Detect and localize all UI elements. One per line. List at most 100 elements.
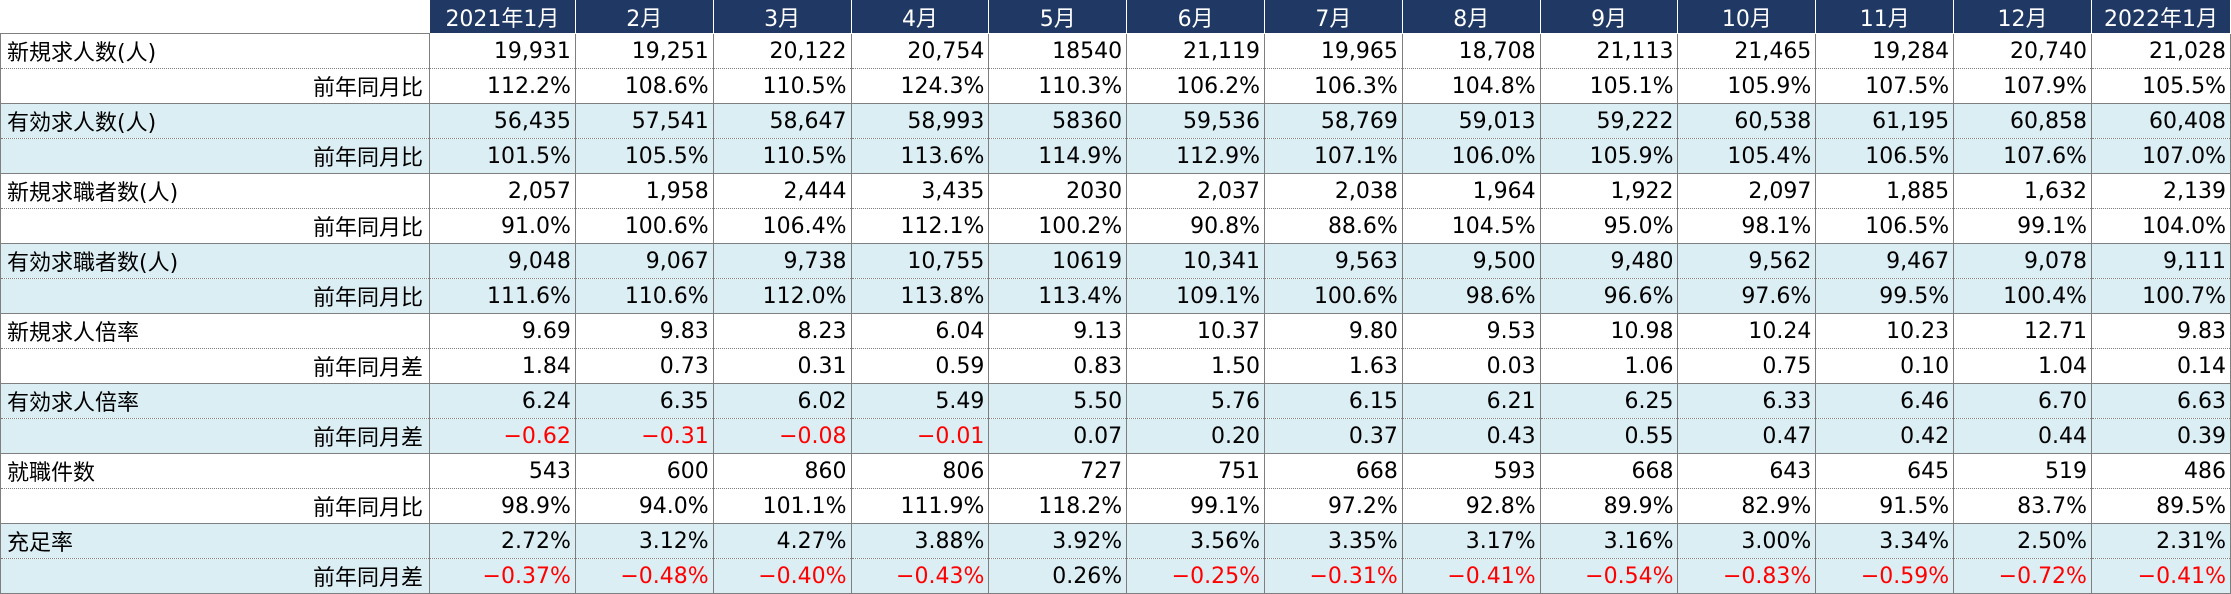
table-row-change: 前年同月比 101.5% 105.5% 110.5% 113.6% 114.9% 112.9… — [0, 138, 2231, 174]
table-cell: −0.08 — [713, 418, 852, 454]
table-cell: −0.37% — [429, 558, 576, 594]
table-cell: 91.0% — [429, 208, 576, 244]
table-cell: 806 — [851, 453, 990, 489]
table-cell: 91.5% — [1815, 488, 1955, 524]
table-cell: 110.3% — [988, 68, 1128, 104]
table-cell: 100.6% — [575, 208, 714, 244]
table-cell: 2030 — [988, 173, 1128, 209]
table-cell: 107.0% — [2091, 138, 2231, 174]
table-cell: 58360 — [988, 103, 1128, 139]
column-header: 11月 — [1815, 0, 1955, 34]
table-cell: 3.12% — [575, 523, 714, 559]
table-cell: 9.69 — [429, 313, 576, 349]
table-row-metric: 就職件数 543 600 860 806 727 751 668 593 668 643 645 519… — [0, 453, 2231, 489]
table-cell: −0.72% — [1953, 558, 2092, 594]
table-cell: 5.76 — [1126, 383, 1265, 419]
table-cell: −0.62 — [429, 418, 576, 454]
table-cell: 112.9% — [1126, 138, 1265, 174]
table-cell: 4.27% — [713, 523, 852, 559]
table-cell: 0.55 — [1540, 418, 1679, 454]
table-cell: −0.25% — [1126, 558, 1265, 594]
table-cell: 6.46 — [1815, 383, 1955, 419]
table-cell: 59,013 — [1402, 103, 1541, 139]
table-cell: 110.5% — [713, 138, 852, 174]
table-cell: 0.42 — [1815, 418, 1955, 454]
table-cell: 112.2% — [429, 68, 576, 104]
table-cell: 100.7% — [2091, 278, 2231, 314]
table-cell: 1.04 — [1953, 348, 2092, 384]
table-cell: 20,740 — [1953, 33, 2092, 69]
table-cell: 0.10 — [1815, 348, 1955, 384]
table-cell: 108.6% — [575, 68, 714, 104]
table-row-metric: 新規求職者数(人) 2,057 1,958 2,444 3,435 2030 2,037 2,… — [0, 173, 2231, 209]
header-row: 2021年1月 2月 3月 4月 5月 6月 7月 8月 9月 10月 11月 12月 2022年1月 — [0, 0, 2231, 34]
table-row-metric: 新規求人数(人) 19,931 19,251 20,122 20,754 18540 21,… — [0, 33, 2231, 69]
table-cell: 1,922 — [1540, 173, 1679, 209]
table-cell: 9.13 — [988, 313, 1128, 349]
row-label: 有効求職者数(人) — [0, 243, 430, 279]
table-cell: 100.4% — [1953, 278, 2092, 314]
table-cell: 89.5% — [2091, 488, 2231, 524]
table-cell: 519 — [1953, 453, 2092, 489]
row-sublabel: 前年同月比 — [0, 488, 430, 524]
row-label: 有効求人倍率 — [0, 383, 430, 419]
row-label: 就職件数 — [0, 453, 430, 489]
table-cell: 112.1% — [851, 208, 990, 244]
table-cell: −0.48% — [575, 558, 714, 594]
table-cell: 9,738 — [713, 243, 852, 279]
table-cell: 58,993 — [851, 103, 990, 139]
table-cell: 1,885 — [1815, 173, 1955, 209]
table-cell: 59,536 — [1126, 103, 1265, 139]
table-cell: 9,067 — [575, 243, 714, 279]
table-cell: 2.50% — [1953, 523, 2092, 559]
table-cell: 107.5% — [1815, 68, 1955, 104]
table-cell: 3.56% — [1126, 523, 1265, 559]
table-cell: 96.6% — [1540, 278, 1679, 314]
table-cell: 98.9% — [429, 488, 576, 524]
table-cell: 58,647 — [713, 103, 852, 139]
table-cell: 2,444 — [713, 173, 852, 209]
table-cell: 110.6% — [575, 278, 714, 314]
table-cell: 99.1% — [1126, 488, 1265, 524]
row-sublabel: 前年同月比 — [0, 68, 430, 104]
table-cell: 6.04 — [851, 313, 990, 349]
table-cell: 5.49 — [851, 383, 990, 419]
table-cell: 3.34% — [1815, 523, 1955, 559]
table-cell: 6.70 — [1953, 383, 2092, 419]
table-cell: 9,500 — [1402, 243, 1541, 279]
table-cell: 21,113 — [1540, 33, 1679, 69]
table-cell: 9.53 — [1402, 313, 1541, 349]
table-cell: 104.8% — [1402, 68, 1541, 104]
table-cell: 1,958 — [575, 173, 714, 209]
table-cell: 9,563 — [1264, 243, 1403, 279]
table-cell: 6.35 — [575, 383, 714, 419]
table-cell: 3.17% — [1402, 523, 1541, 559]
table-cell: 0.37 — [1264, 418, 1403, 454]
table-cell: 2,037 — [1126, 173, 1265, 209]
table-cell: 10.37 — [1126, 313, 1265, 349]
column-header: 3月 — [712, 0, 852, 34]
table-cell: 97.6% — [1677, 278, 1817, 314]
table-cell: 0.73 — [575, 348, 714, 384]
row-label: 有効求人数(人) — [0, 103, 430, 139]
table-cell: 0.75 — [1677, 348, 1817, 384]
table-cell: 19,965 — [1264, 33, 1403, 69]
table-cell: 19,931 — [429, 33, 576, 69]
table-cell: 5.50 — [988, 383, 1128, 419]
table-cell: 106.0% — [1402, 138, 1541, 174]
table-cell: 60,408 — [2091, 103, 2231, 139]
table-cell: 3.88% — [851, 523, 990, 559]
row-sublabel: 前年同月比 — [0, 138, 430, 174]
table-cell: −0.31 — [575, 418, 714, 454]
table-cell: 3,435 — [851, 173, 990, 209]
column-header: 2021年1月 — [429, 0, 576, 34]
table-cell: 101.1% — [713, 488, 852, 524]
table-row-metric: 有効求人倍率 6.24 6.35 6.02 5.49 5.50 5.76 6.15 6.21 6.… — [0, 383, 2231, 419]
table-row-metric: 充足率 2.72% 3.12% 4.27% 3.88% 3.92% 3.56% 3.35% 3.… — [0, 523, 2231, 559]
table-cell: 18,708 — [1402, 33, 1541, 69]
table-cell: 107.9% — [1953, 68, 2092, 104]
table-cell: 124.3% — [851, 68, 990, 104]
table-cell: 90.8% — [1126, 208, 1265, 244]
table-cell: 9.83 — [2091, 313, 2231, 349]
table-cell: −0.01 — [851, 418, 990, 454]
